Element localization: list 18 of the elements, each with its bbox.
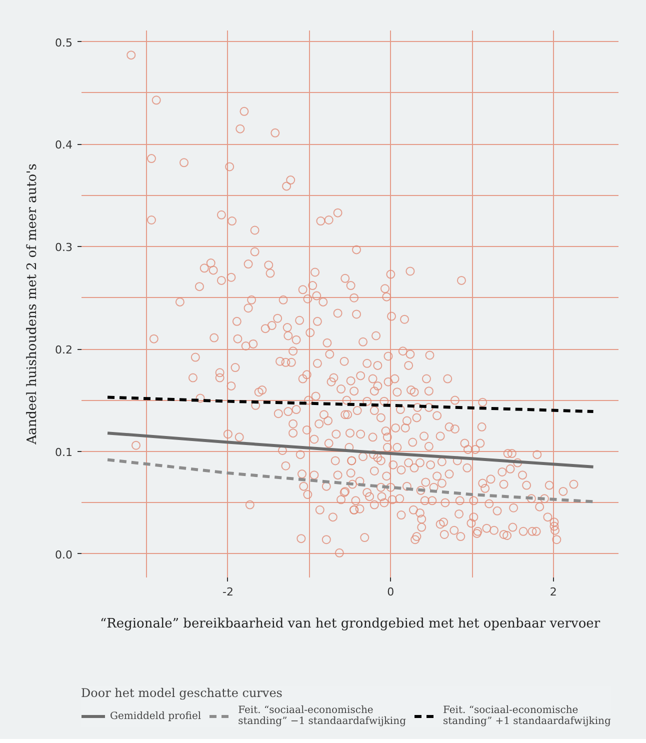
y-axis-title: Aandeel huishoudens met 2 of meer auto's xyxy=(25,164,40,446)
y-tick-label: 0.0 xyxy=(55,548,73,562)
x-axis-title: “Regionale” bereikbaarheid van het grondgebied met het openbaar vervoer xyxy=(100,616,601,632)
y-tick-label: 0.1 xyxy=(55,446,73,460)
legend-title: Door het model geschatte curves xyxy=(81,686,284,700)
legend-label: Gemiddeld profiel xyxy=(110,710,202,722)
x-tick-label: -2 xyxy=(222,586,234,598)
legend-label: Feit. “sociaal-economische standing” −1 standaardafwijking xyxy=(238,705,406,727)
y-tick-label: 0.4 xyxy=(55,138,73,152)
y-tick-label: 0.3 xyxy=(55,241,73,254)
legend-label: Feit. “sociaal-economische standing” +1 standaardafwijking xyxy=(442,705,611,727)
line-series xyxy=(106,396,595,414)
x-tick-label: 2 xyxy=(550,586,557,598)
y-tick-label: 0.2 xyxy=(55,344,73,357)
line-series xyxy=(106,458,595,504)
y-tick-label: 0.5 xyxy=(55,36,73,50)
line-series xyxy=(106,432,595,468)
x-tick-label: 0 xyxy=(387,586,394,598)
